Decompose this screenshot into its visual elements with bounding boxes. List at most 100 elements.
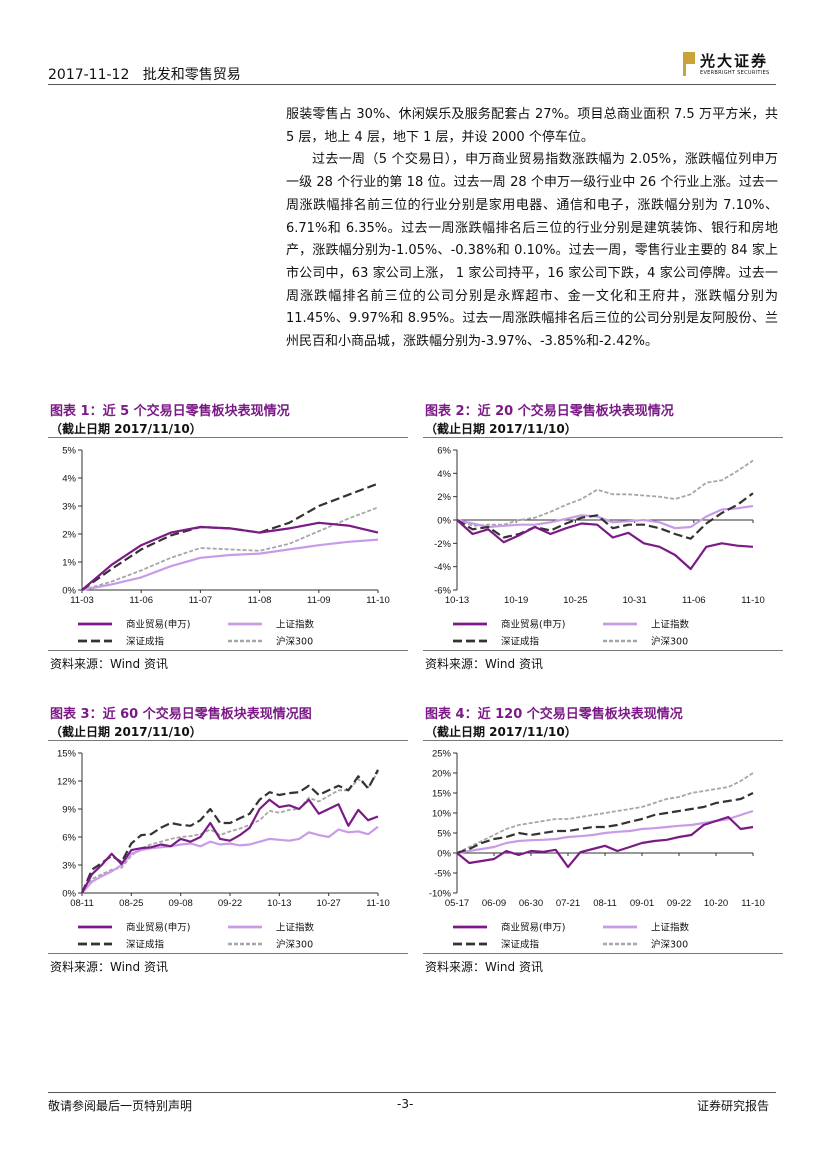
legend-label: 商业贸易(申万) [501,619,565,631]
chart-panel-4: 图表 4：近 120 个交易日零售板块表现情况 （截止日期 2017/11/10… [423,703,791,974]
series-line-0 [456,815,754,869]
y-tick-label: 9% [62,805,76,816]
chart-source: 资料来源：Wind 资讯 [50,960,168,974]
x-tick-label: 08-11 [70,898,94,909]
chart-bottom-rule [423,953,783,954]
x-tick-label: 11-03 [70,595,94,606]
chart-date: （截止日期 2017/11/10） [50,422,202,436]
chart-bottom-rule [48,953,408,954]
series-line-1 [81,825,379,894]
y-tick-label: 6% [62,833,76,844]
series-line-3 [456,459,754,527]
body-paragraph-2: 过去一周（5 个交易日），申万商业贸易指数涨跌幅为 2.05%，涨跌幅位列申万一… [286,152,778,350]
series-line-0 [456,519,754,571]
series-line-3 [456,772,754,854]
chart-source: 资料来源：Wind 资讯 [425,657,543,671]
chart-title: 图表 4：近 120 个交易日零售板块表现情况 [425,707,683,722]
series-line-0 [81,798,379,894]
footer-disclaimer: 敬请参阅最后一页特别声明 [48,1099,193,1113]
y-tick-label: 0% [437,849,451,860]
y-tick-label: 3% [62,861,76,872]
chart-source: 资料来源：Wind 资讯 [425,960,543,974]
chart-3-svg: 0% 3% 6% 9% 12% 15% 08-11 08-25 09-08 09-22 10-13 1… [57,749,390,951]
series-line-0 [81,521,379,591]
y-tick-label: 5% [62,446,76,457]
y-tick-label: 25% [432,749,452,760]
chart-source: 资料来源：Wind 资讯 [50,657,168,671]
x-tick-label: 09-22 [218,898,242,909]
x-tick-label: 07-21 [556,898,580,909]
chart-date: （截止日期 2017/11/10） [425,422,577,436]
chart-4-svg: -10% -5% 0% 5% 10% 15% 20% 25% 05-17 06-09 06-30 07… [429,749,765,951]
chart-top-rule [48,740,408,741]
y-tick-label: 0% [62,586,76,597]
chart-2-svg: -6% -4% -2% 0% 2% 4% 6% 10-13 10-19 10-25 10-31 11-… [434,446,765,648]
legend-label: 沪深300 [651,939,688,951]
y-tick-label: -5% [434,869,451,880]
x-tick-label: 11-09 [307,595,331,606]
series-line-1 [81,538,379,592]
legend-label: 深证成指 [501,939,540,951]
x-tick-label: 11-06 [129,595,153,606]
series-line-2 [81,482,379,591]
y-tick-label: 10% [432,809,452,820]
footer-divider [48,1092,776,1093]
x-tick-label: 09-22 [667,898,691,909]
legend-label: 沪深300 [276,939,313,951]
header-title: 批发和零售贸易 [142,67,241,83]
x-tick-label: 09-08 [169,898,193,909]
chart-top-rule [423,437,783,438]
company-logo: 光大证券 EVERBRIGHT SECURITIES [683,50,779,80]
header-divider [48,84,776,85]
y-tick-label: 4% [437,469,451,480]
body-paragraph-1: 服装零售占 30%、休闲娱乐及服务配套占 27%。项目总商业面积 7.5 万平方… [286,107,778,145]
legend-label: 商业贸易(申万) [126,619,190,631]
x-tick-label: 11-10 [366,595,390,606]
series-line-2 [456,492,754,540]
legend-label: 深证成指 [126,636,165,648]
y-tick-label: 2% [62,530,76,541]
chart-panel-2: 图表 2：近 20 个交易日零售板块表现情况 （截止日期 2017/11/10）… [423,400,791,671]
body-text: 服装零售占 30%、休闲娱乐及服务配套占 27%。项目总商业面积 7.5 万平方… [286,104,778,354]
x-tick-label: 08-11 [593,898,617,909]
x-tick-label: 09-01 [630,898,654,909]
x-tick-label: 10-20 [704,898,728,909]
x-tick-label: 11-10 [366,898,390,909]
legend-label: 上证指数 [276,619,315,631]
series-line-1 [456,504,754,530]
y-tick-label: 5% [437,829,451,840]
chart-panel-3: 图表 3：近 60 个交易日零售板块表现情况图 （截止日期 2017/11/10… [48,703,416,974]
header-date: 2017-11-12 [48,67,130,83]
legend-label: 上证指数 [651,922,690,934]
series-line-1 [456,809,754,855]
legend-label: 深证成指 [501,636,540,648]
x-tick-label: 10-13 [267,898,291,909]
logo-en: EVERBRIGHT SECURITIES [700,70,770,76]
chart-top-rule [423,740,783,741]
x-tick-label: 08-25 [119,898,143,909]
x-tick-label: 11-08 [248,595,272,606]
x-tick-label: 11-06 [682,595,706,606]
legend-label: 深证成指 [126,939,165,951]
y-tick-label: 4% [62,474,76,485]
series-line-2 [80,769,379,894]
y-tick-label: 1% [62,558,76,569]
legend-label: 上证指数 [276,922,315,934]
y-tick-label: -4% [434,562,451,573]
series-line-2 [456,792,754,855]
x-tick-label: 06-30 [519,898,543,909]
chart-panel-1: 图表 1：近 5 个交易日零售板块表现情况 （截止日期 2017/11/10） … [48,400,416,671]
series-line-3 [81,771,379,894]
chart-bottom-rule [48,650,408,651]
chart-top-rule [48,437,408,438]
page-number: -3- [397,1097,414,1111]
chart-title: 图表 2：近 20 个交易日零售板块表现情况 [425,404,674,419]
y-tick-label: 6% [437,446,451,457]
logo-mark-icon [683,52,695,76]
x-tick-label: 11-10 [741,595,765,606]
legend-label: 沪深300 [651,636,688,648]
y-tick-label: 0% [62,889,76,900]
